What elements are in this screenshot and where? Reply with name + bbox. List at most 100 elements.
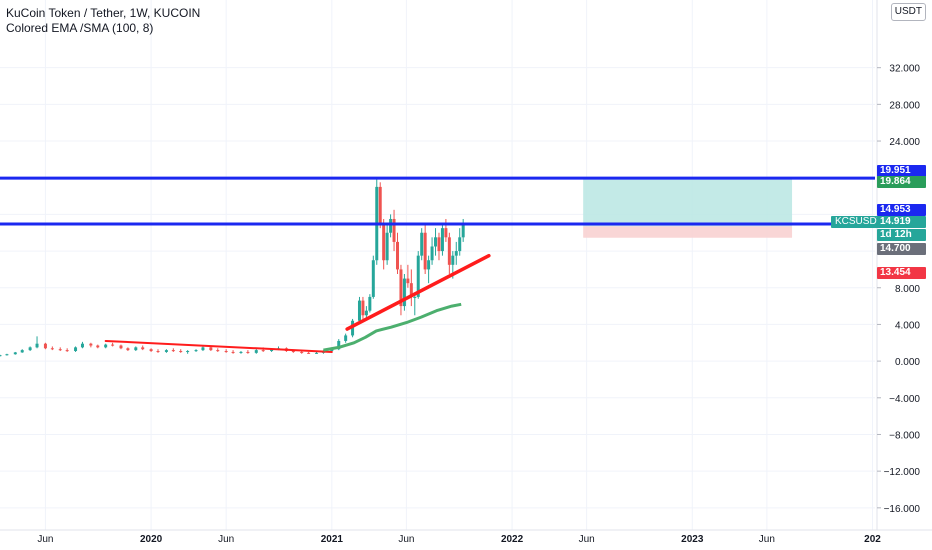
candle-body	[364, 310, 368, 316]
x-tick-label: 2023	[681, 534, 704, 545]
candle-body	[126, 348, 130, 351]
candle-body	[382, 223, 386, 261]
candle-body	[141, 347, 145, 350]
candles-group	[0, 177, 465, 357]
candle-body	[254, 350, 258, 353]
ma-line	[323, 302, 462, 352]
candle-body	[396, 241, 400, 270]
candle-body	[416, 255, 420, 297]
y-tick-label: 24.000	[889, 137, 920, 148]
countdown-tag: 1d 12h	[877, 229, 926, 242]
last-price-tag: 14.919	[877, 216, 926, 229]
x-tick-label: 2022	[501, 534, 524, 545]
x-tick-label: Jun	[37, 534, 53, 545]
y-tick-label: −8.000	[889, 430, 920, 441]
y-tick-label: 0.000	[895, 357, 920, 368]
candle-body	[171, 350, 175, 352]
candle-body	[368, 296, 372, 311]
candle-body	[50, 348, 54, 350]
candle-body	[35, 343, 39, 348]
profit-zone	[583, 178, 793, 227]
x-tick-label: 2021	[321, 534, 344, 545]
candle-body	[454, 251, 458, 256]
drawings-group	[0, 176, 875, 353]
candle-body	[74, 347, 78, 352]
candle-body	[111, 344, 115, 346]
candle-body	[209, 347, 213, 351]
uptrend-line	[345, 253, 491, 331]
target-tag: 19.864	[877, 175, 926, 188]
stop-tag: 13.454	[877, 266, 926, 279]
candle-body	[451, 255, 455, 265]
candle-body	[89, 343, 93, 346]
indicator-label[interactable]: Colored EMA /SMA (100, 8)	[6, 21, 154, 35]
candle-body	[361, 300, 365, 316]
candle-body	[134, 347, 138, 351]
y-tick-label: −16.000	[884, 504, 921, 515]
candle-body	[96, 345, 100, 348]
y-tick-label: 32.000	[889, 64, 920, 75]
candle-body	[65, 350, 69, 352]
candle-body	[149, 349, 153, 352]
candle-body	[389, 218, 393, 233]
y-tick-label: 28.000	[889, 100, 920, 111]
candle-body	[409, 283, 413, 297]
x-tick-label: Jun	[759, 534, 775, 545]
candle-body	[270, 349, 274, 352]
x-tick-label: Jun	[579, 534, 595, 545]
position-zones	[583, 178, 793, 238]
symbol-title[interactable]: KuCoin Token / Tether, 1W, KUCOIN	[6, 6, 201, 20]
candle-body	[80, 343, 84, 348]
y-tick-label: −12.000	[884, 467, 921, 478]
candle-body	[447, 237, 451, 265]
candle-body	[307, 352, 311, 354]
candle-body	[164, 350, 168, 352]
y-tick-label: 4.000	[895, 320, 920, 331]
loss-zone	[583, 226, 793, 238]
candle-body	[371, 260, 375, 297]
candle-body	[291, 351, 295, 353]
candle-body	[461, 224, 465, 238]
candle-body	[201, 347, 205, 351]
candle-body	[246, 351, 250, 353]
candle-body	[434, 237, 438, 247]
currency-button[interactable]: USDT	[890, 3, 926, 21]
x-tick-label: Jun	[398, 534, 414, 545]
candle-body	[156, 351, 160, 353]
candle-body	[261, 350, 265, 352]
candle-body	[104, 344, 108, 348]
candle-body	[399, 269, 403, 307]
candle-body	[5, 354, 9, 356]
candle-body	[315, 352, 319, 354]
candle-body	[413, 296, 417, 298]
candle-body	[357, 300, 361, 321]
time-axis: Jun 2020 Jun 2021 Jun 2022 Jun 2023 Jun 202	[0, 529, 932, 545]
candle-body	[437, 237, 441, 252]
candle-body	[402, 278, 406, 307]
candle-body	[427, 260, 431, 270]
candle-body	[231, 351, 235, 353]
candle-body	[119, 345, 123, 349]
candle-body	[440, 228, 444, 252]
candle-body	[20, 350, 24, 353]
x-tick-label: 202	[864, 534, 881, 545]
lower-level-tag: 14.953	[877, 203, 926, 216]
downtrend-line	[104, 339, 333, 353]
candle-body	[239, 351, 243, 353]
candle-body	[179, 351, 183, 353]
candle-body	[300, 351, 304, 353]
candle-body	[344, 335, 348, 341]
x-tick-label: 2020	[140, 534, 163, 545]
candle-body	[444, 228, 448, 238]
candle-body	[337, 340, 341, 350]
y-tick-label: 8.000	[895, 284, 920, 295]
y-tick-label: −4.000	[889, 394, 920, 405]
candle-body	[392, 218, 396, 242]
candle-body	[194, 350, 198, 352]
candle-body	[420, 232, 424, 256]
candle-body	[423, 232, 427, 270]
candle-body	[0, 355, 2, 357]
entry-tag: 14.700	[877, 243, 926, 256]
candle-body	[385, 232, 389, 261]
